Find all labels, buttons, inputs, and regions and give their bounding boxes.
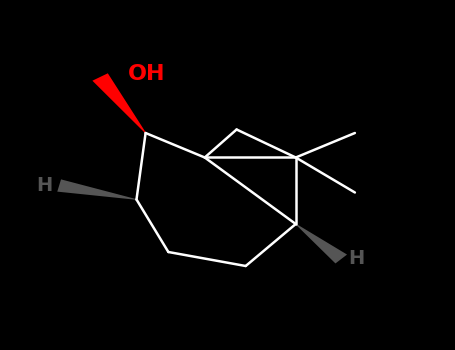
Text: H: H — [36, 176, 52, 195]
Polygon shape — [295, 224, 347, 264]
Text: H: H — [348, 250, 364, 268]
Polygon shape — [92, 73, 146, 133]
Text: OH: OH — [127, 63, 165, 84]
Polygon shape — [57, 179, 136, 200]
